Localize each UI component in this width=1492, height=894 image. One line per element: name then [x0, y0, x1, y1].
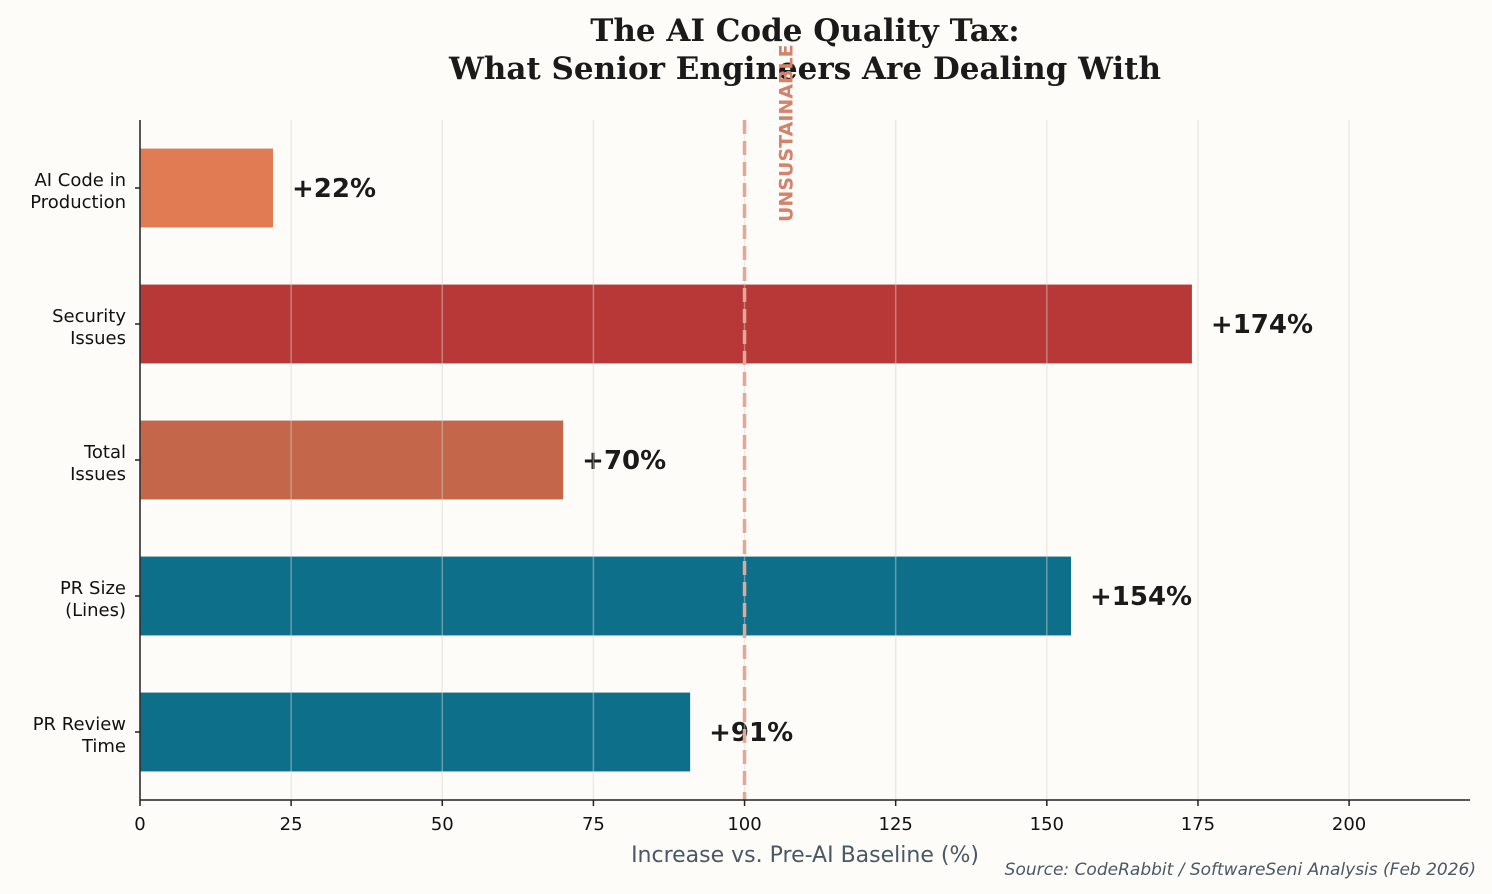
data-label: +154%	[1090, 582, 1192, 612]
data-label: +174%	[1211, 310, 1313, 340]
x-tick-label: 100	[727, 814, 761, 835]
bar	[140, 420, 564, 500]
x-tick-label: 125	[879, 814, 913, 835]
bar	[140, 556, 1071, 636]
x-tick-label: 200	[1332, 814, 1366, 835]
data-label: +22%	[292, 174, 376, 204]
source-note: Source: CodeRabbit / SoftwareSeni Analys…	[1005, 860, 1476, 880]
x-tick-label: 50	[431, 814, 454, 835]
y-tick-label: PR Review Time	[33, 714, 126, 757]
bar	[140, 148, 273, 228]
chart-title-line-2: What Senior Engineers Are Dealing With	[448, 51, 1161, 87]
x-tick-label: 75	[582, 814, 605, 835]
data-label: +91%	[709, 718, 793, 748]
reference-line-label: UNSUSTAINABLE	[776, 44, 798, 222]
y-tick-label: Total Issues	[70, 442, 126, 485]
x-axis-label: Increase vs. Pre-AI Baseline (%)	[631, 843, 979, 868]
y-tick-label: Security Issues	[52, 306, 126, 349]
x-tick-label: 175	[1181, 814, 1215, 835]
chart-title-line-1: The AI Code Quality Tax:	[590, 13, 1019, 49]
y-tick-label: PR Size (Lines)	[60, 578, 126, 621]
bar	[140, 284, 1192, 364]
x-tick-label: 0	[134, 814, 145, 835]
y-tick-label: AI Code in Production	[30, 170, 126, 213]
x-tick-label: 25	[280, 814, 303, 835]
data-label: +70%	[582, 446, 666, 476]
bar	[140, 692, 691, 772]
x-tick-label: 150	[1030, 814, 1064, 835]
